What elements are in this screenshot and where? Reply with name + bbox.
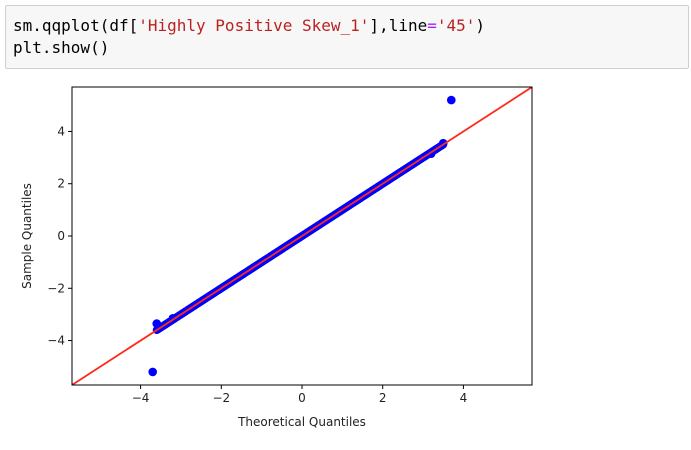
x-tick-label: −2: [212, 391, 230, 405]
y-tick-label: 2: [57, 177, 65, 191]
y-axis-label: Sample Quantiles: [20, 183, 34, 289]
code-line2: plt.show(): [13, 38, 110, 57]
reference-line-45: [72, 87, 532, 385]
x-tick-label: −4: [132, 391, 150, 405]
qq-plot-chart: −4 −2 0 2 4 −4 −2 0 2 4 Theoretical Quantiles Sa…: [20, 86, 533, 429]
code-line1-middle: ],line: [369, 16, 428, 35]
code-line1-suffix: ): [475, 16, 486, 35]
x-tick-label: 4: [460, 391, 468, 405]
code-line1-string2: '45': [436, 16, 476, 35]
x-axis-label: Theoretical Quantiles: [237, 415, 366, 429]
code-cell[interactable]: sm.qqplot(df['Highly Positive Skew_1'],l…: [5, 5, 689, 69]
code-text[interactable]: sm.qqplot(df['Highly Positive Skew_1'],l…: [13, 15, 485, 59]
outlier-point: [152, 319, 162, 328]
code-line1-operator: =: [427, 16, 437, 35]
y-tick-label: 0: [57, 229, 65, 243]
plot-marks: [72, 87, 532, 385]
code-line1-string1: 'Highly Positive Skew_1': [138, 16, 370, 35]
x-tick-label: 0: [298, 391, 306, 405]
y-tick-label: 4: [57, 124, 65, 138]
code-line1-prefix: sm.qqplot(df[: [13, 16, 139, 35]
y-tick-label: −2: [47, 281, 65, 295]
x-axis: −4 −2 0 2 4: [132, 385, 467, 405]
x-tick-label: 2: [379, 391, 387, 405]
outlier-point: [148, 367, 158, 377]
outlier-point: [446, 95, 456, 105]
y-axis: −4 −2 0 2 4: [47, 124, 72, 348]
y-tick-label: −4: [47, 334, 65, 348]
